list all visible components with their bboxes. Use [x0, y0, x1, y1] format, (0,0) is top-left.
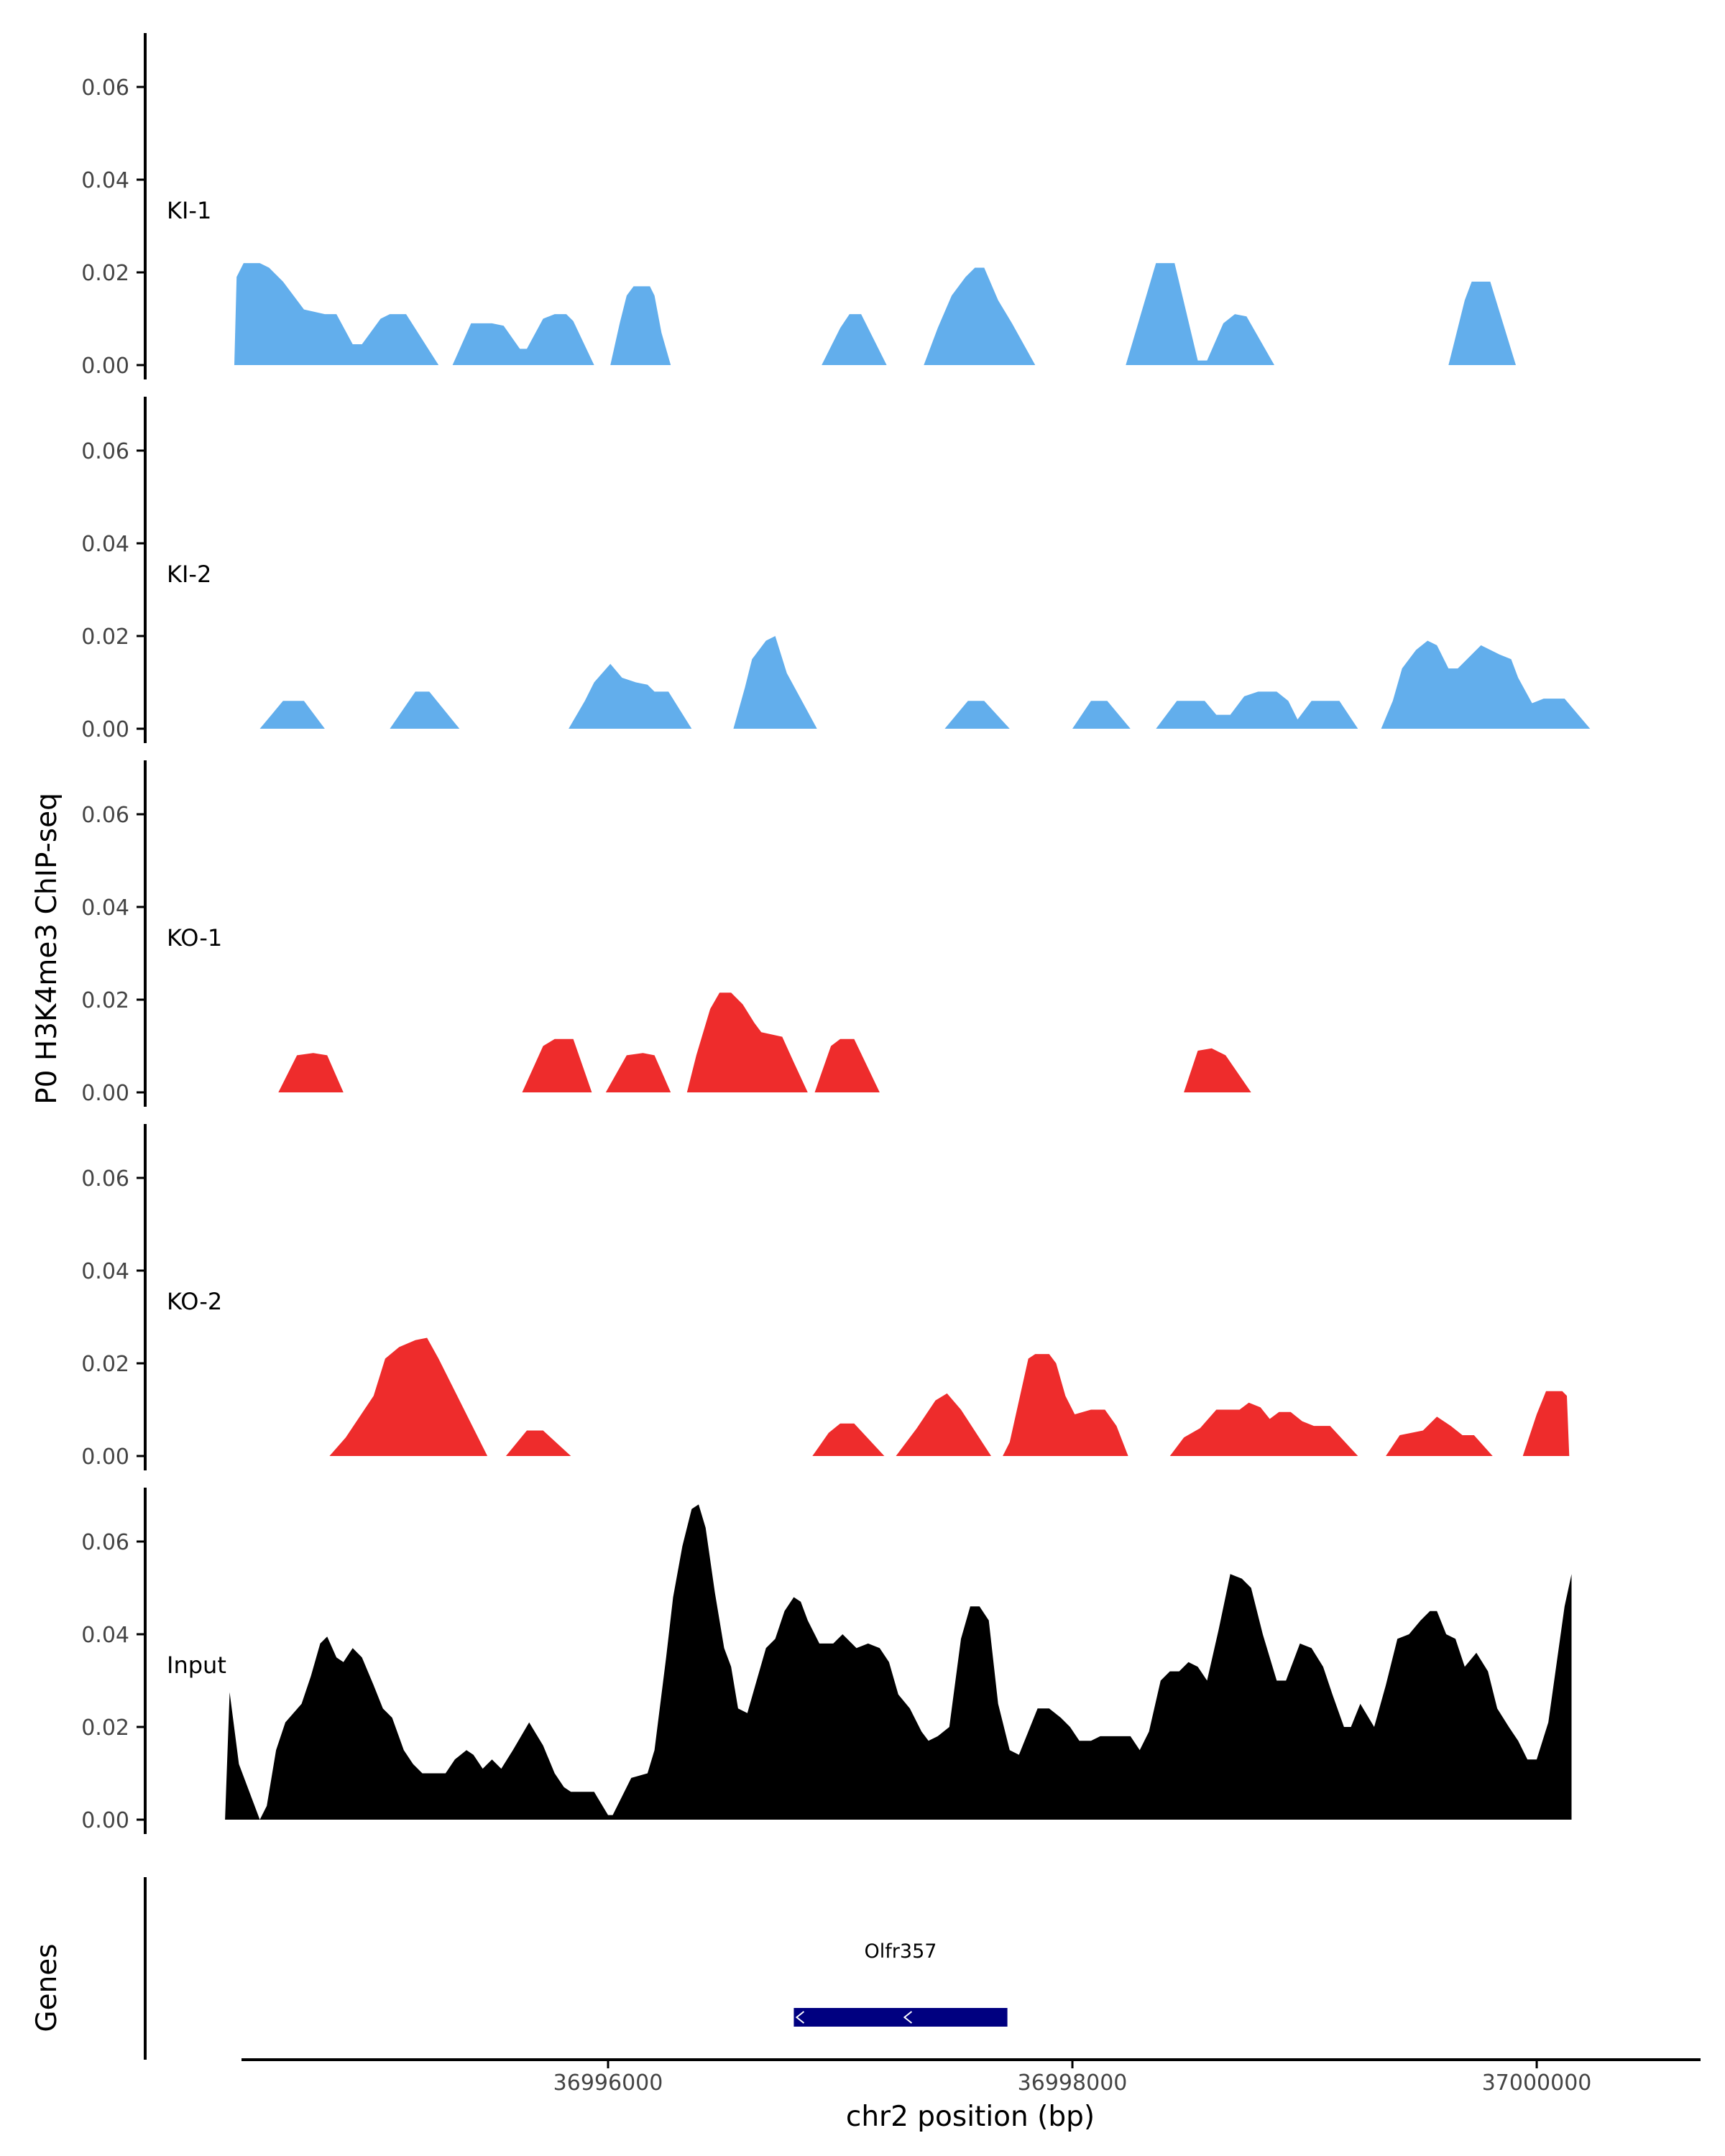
strand-arrow: [795, 2011, 805, 2024]
y-tick-label: 0.02: [81, 1352, 129, 1377]
track-ki-1: 0.00 0.02 0.04 0.06 KI-1: [81, 33, 1516, 379]
track-label: KO-2: [167, 1288, 222, 1315]
signal-area: [259, 636, 1591, 729]
y-tick-label: 0.00: [81, 1081, 129, 1106]
gene-body: [794, 2008, 1008, 2027]
strand-arrow: [903, 2011, 913, 2024]
signal-area: [234, 263, 1516, 365]
signal-area: [329, 1337, 1570, 1456]
y-tick-label: 0.04: [81, 532, 129, 557]
x-tick-label: 36998000: [1018, 2070, 1128, 2096]
x-axis: 36996000 36998000 37000000: [242, 2058, 1701, 2096]
y-tick-label: 0.06: [81, 803, 129, 828]
track-label: Input: [167, 1651, 226, 1679]
gene-olfr357: Olfr357: [794, 1940, 1008, 2027]
x-tick-label: 37000000: [1482, 2070, 1592, 2096]
signal-area: [278, 992, 1251, 1092]
gene-label: Olfr357: [865, 1940, 937, 1963]
gene-panel: Olfr357: [144, 1877, 1008, 2060]
track-panels: 0.00 0.02 0.04 0.06 KI-1 0.00 0.02 0.04 0.06 KI-2…: [81, 33, 1591, 1834]
y-tick-label: 0.00: [81, 717, 129, 742]
genes-axis-title: Genes: [31, 1943, 63, 2032]
y-tick-label: 0.04: [81, 1623, 129, 1648]
y-tick-label: 0.04: [81, 168, 129, 193]
y-tick-label: 0.06: [81, 439, 129, 464]
y-tick-label: 0.02: [81, 988, 129, 1013]
x-axis-title: chr2 position (bp): [846, 2101, 1095, 2133]
y-tick-label: 0.02: [81, 261, 129, 286]
y-tick-label: 0.00: [81, 1445, 129, 1470]
track-input: 0.00 0.02 0.04 0.06 Input: [81, 1488, 1572, 1834]
track-label: KO-1: [167, 924, 222, 952]
track-ki-2: 0.00 0.02 0.04 0.06 KI-2: [81, 397, 1591, 743]
track-label: KI-1: [167, 197, 211, 224]
track-ko-2: 0.00 0.02 0.04 0.06 KO-2: [81, 1124, 1570, 1470]
y-tick-label: 0.06: [81, 75, 129, 101]
x-tick-label: 36996000: [553, 2070, 663, 2096]
y-tick-label: 0.06: [81, 1530, 129, 1555]
y-tick-label: 0.02: [81, 625, 129, 650]
track-ko-1: 0.00 0.02 0.04 0.06 KO-1: [81, 760, 1251, 1107]
y-tick-label: 0.00: [81, 1808, 129, 1833]
y-axis-title: P0 H3K4me3 ChIP-seq: [31, 793, 63, 1105]
y-tick-label: 0.00: [81, 354, 129, 379]
y-tick-label: 0.04: [81, 1259, 129, 1284]
y-tick-label: 0.06: [81, 1166, 129, 1192]
y-tick-label: 0.02: [81, 1715, 129, 1741]
y-tick-label: 0.04: [81, 895, 129, 921]
track-label: KI-2: [167, 561, 211, 588]
signal-area: [225, 1504, 1572, 1820]
